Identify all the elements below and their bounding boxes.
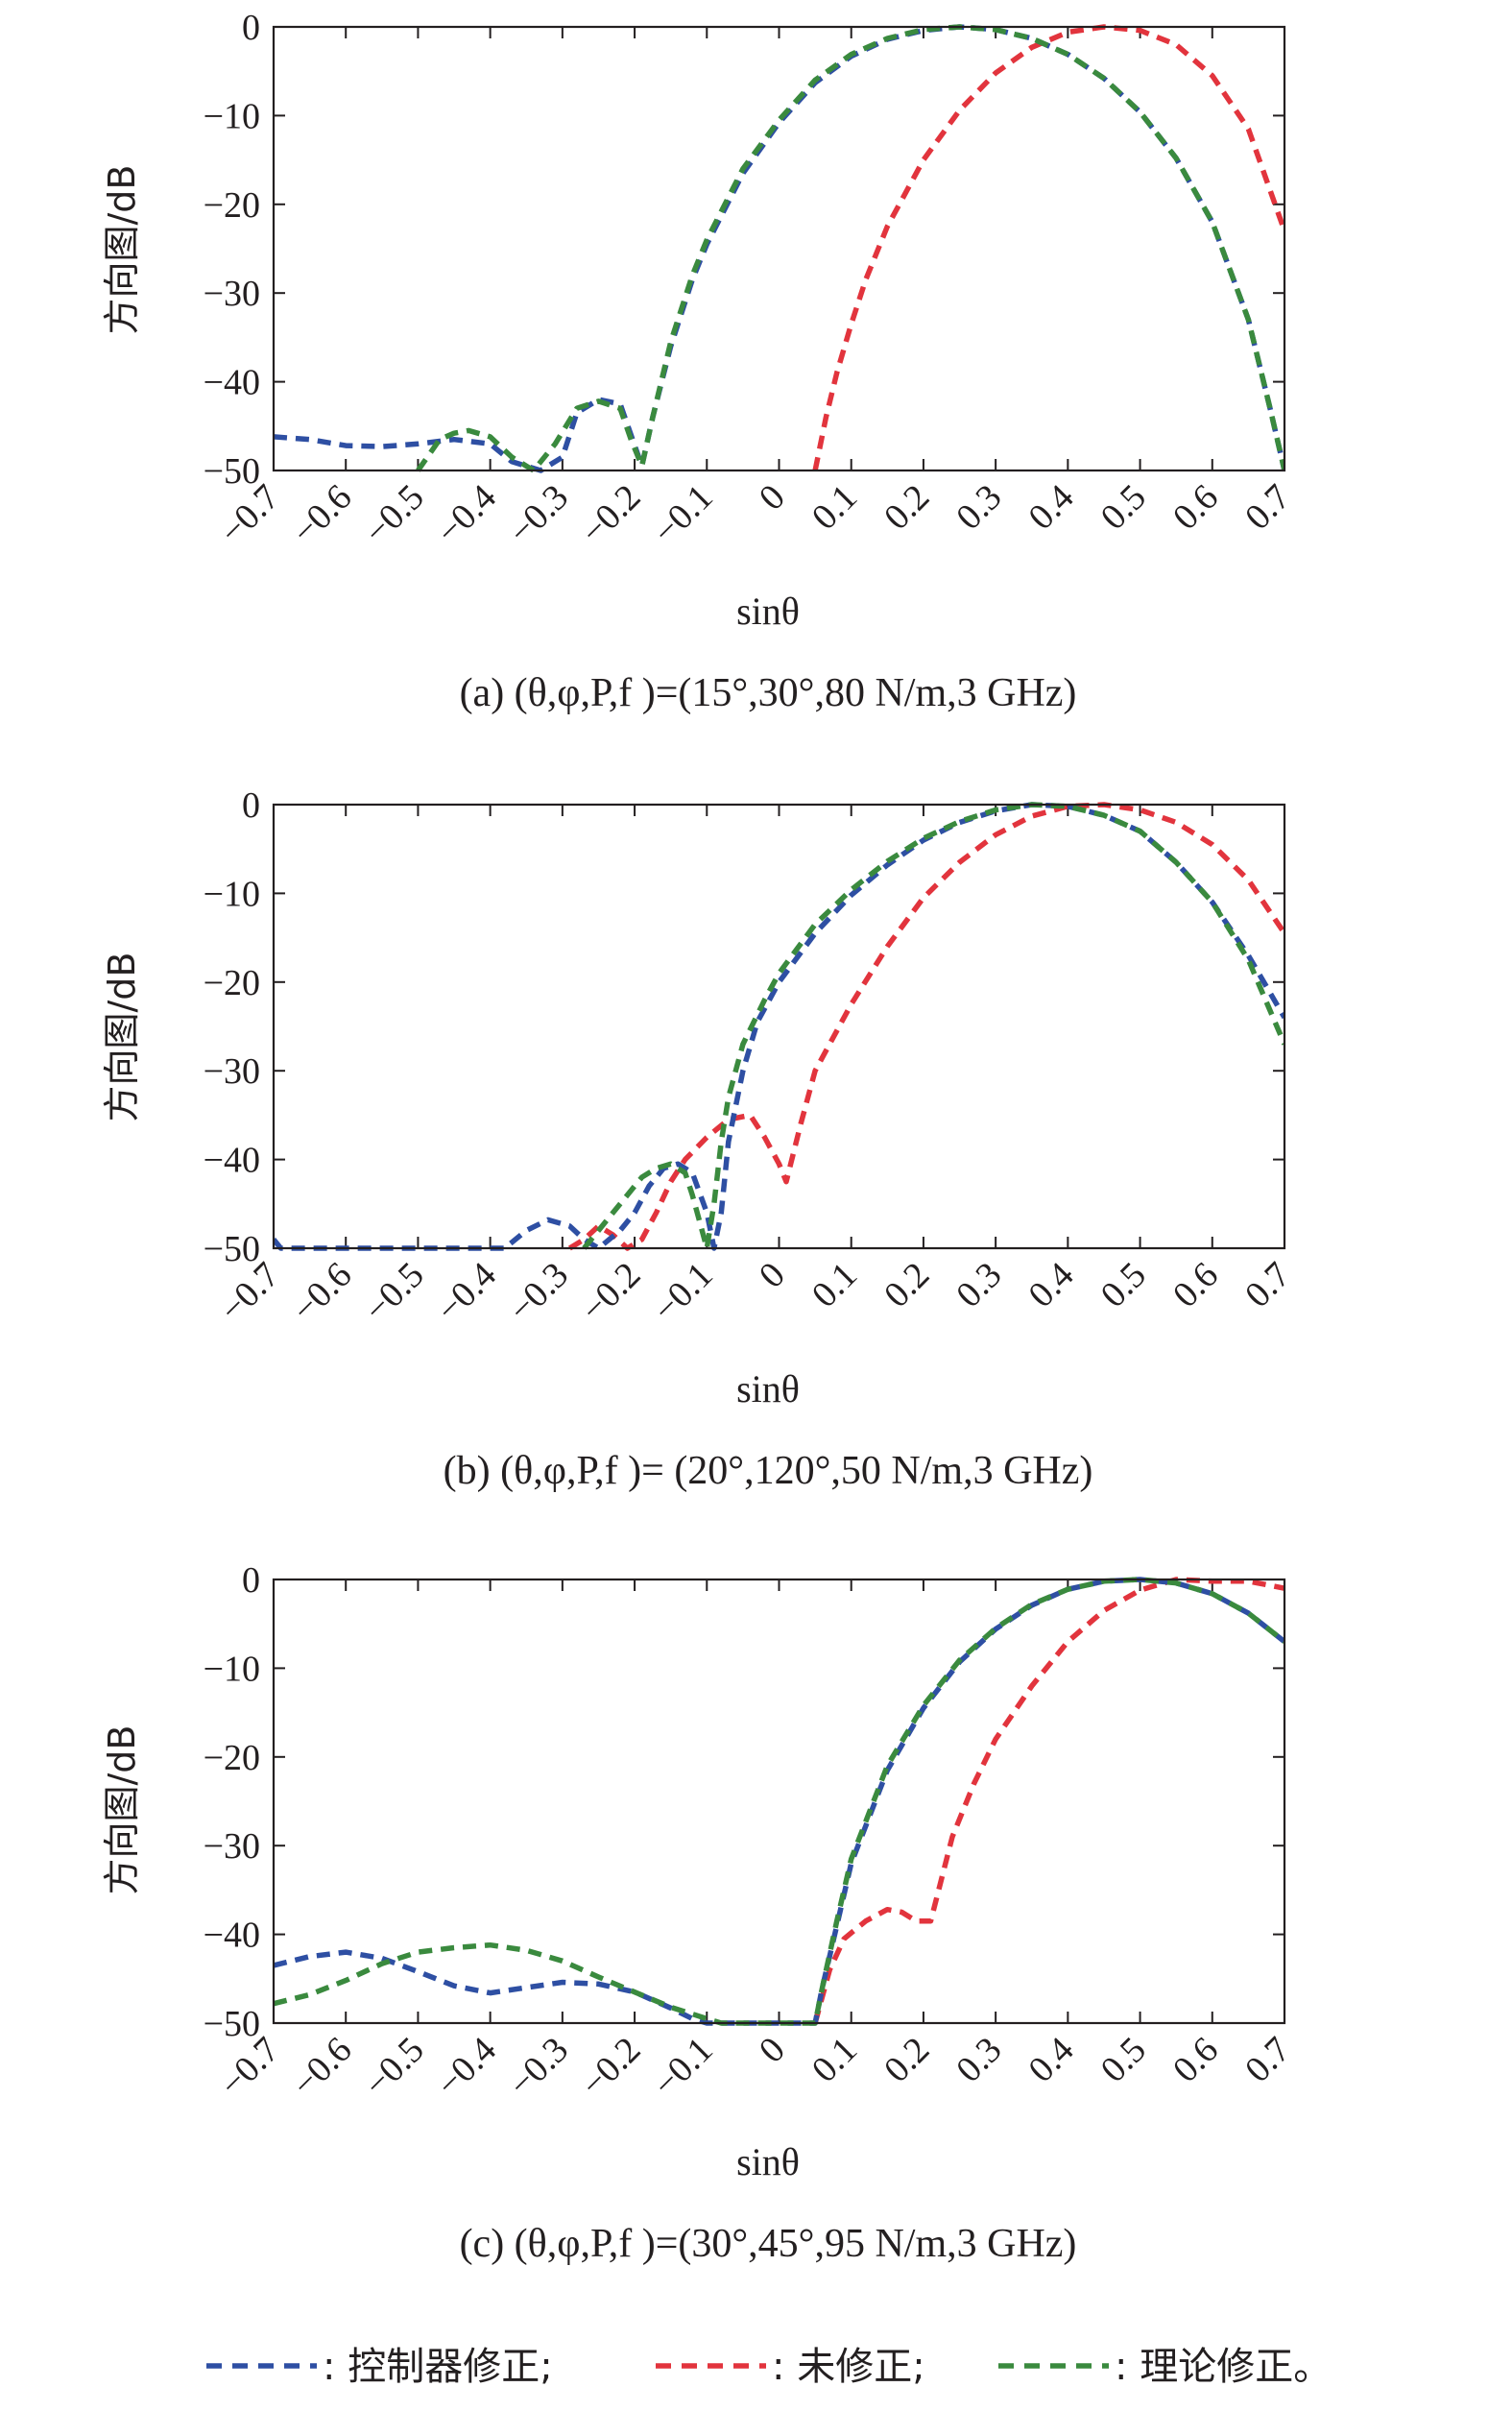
y-tick-label: −50 [204,1229,260,1269]
x-tick-label: −0.4 [429,1255,504,1330]
plot-frame [272,803,1286,1250]
x-tick-label: −0.6 [284,1255,359,1330]
x-axis-label: sinθ [736,1367,800,1410]
x-tick-label: 0.7 [1237,477,1298,538]
curve-theory [582,802,1284,1251]
curve-uncorrected [567,802,1284,1251]
x-tick-label: −0.2 [573,2030,648,2105]
y-axis-label: 方向图/dB [101,165,143,335]
x-tick-label: 0.6 [1165,2030,1226,2090]
legend-label-theory: : 理论修正。 [1115,2345,1332,2389]
x-axis-label: sinθ [736,590,800,633]
x-tick-label: 0 [752,477,793,518]
x-tick-label: 0.5 [1093,1255,1154,1315]
y-tick-label: 0 [242,1560,260,1601]
x-tick-label: 0.1 [804,1255,865,1315]
y-tick-label: −50 [204,2004,260,2044]
curve-uncorrected [812,24,1284,471]
x-tick-label: 0.4 [1020,477,1081,538]
x-tick-label: −0.2 [573,477,648,552]
x-tick-label: 0.4 [1020,1255,1081,1315]
y-axis-label: 方向图/dB [101,1725,143,1895]
x-tick-label: 0.3 [948,1255,1009,1315]
y-tick-label: −40 [204,1916,260,1956]
x-tick-label: −0.1 [645,1255,720,1330]
x-tick-label: −0.2 [573,1255,648,1330]
x-tick-label: −0.6 [284,2030,359,2105]
panel-c: 0−10−20−30−40−50−0.7−0.6−0.5−0.4−0.3−0.2… [101,1560,1298,2266]
y-tick-label: −50 [204,451,260,492]
x-tick-label: −0.1 [645,477,720,552]
y-tick-label: −40 [204,363,260,403]
curve-controller [274,1577,1284,2026]
y-tick-label: −10 [204,96,260,136]
y-tick-label: −40 [204,1141,260,1181]
x-tick-label: −0.4 [429,2030,504,2105]
x-tick-label: 0.1 [804,2030,865,2090]
y-tick-label: −20 [204,963,260,1003]
curve-theory [274,1577,1284,2026]
y-tick-label: 0 [242,8,260,48]
x-tick-label: 0.7 [1237,2030,1298,2090]
panel-b: 0−10−20−30−40−50−0.7−0.6−0.5−0.4−0.3−0.2… [101,785,1298,1493]
y-tick-label: −10 [204,1649,260,1689]
x-tick-label: 0.3 [948,477,1009,538]
x-tick-label: 0.1 [804,477,865,538]
x-tick-label: 0.6 [1165,1255,1226,1315]
panel-caption: (b) (θ,φ,P,f )= (20°,120°,50 N/m,3 GHz) [444,1449,1093,1493]
panel-caption: (c) (θ,φ,P,f )=(30°,45°,95 N/m,3 GHz) [460,2222,1077,2266]
x-tick-label: 0.5 [1093,2030,1154,2090]
panel-a: 0−10−20−30−40−50−0.7−0.6−0.5−0.4−0.3−0.2… [101,8,1298,715]
x-tick-label: 0.3 [948,2030,1009,2090]
x-tick-label: 0.5 [1093,477,1154,538]
x-tick-label: −0.5 [356,1255,431,1330]
x-axis-label: sinθ [736,2140,800,2183]
plot-frame [272,1578,1286,2025]
x-tick-label: 0 [752,1255,793,1296]
x-tick-label: 0.6 [1165,477,1226,538]
x-tick-label: −0.3 [501,2030,576,2105]
legend-label-uncorrected: : 未修正; [772,2345,925,2389]
x-tick-label: −0.5 [356,2030,431,2105]
panel-caption: (a) (θ,φ,P,f )=(15°,30°,80 N/m,3 GHz) [460,671,1077,715]
x-tick-label: 0.2 [876,1255,937,1315]
curve-controller [274,24,1284,473]
y-tick-label: −20 [204,1738,260,1778]
y-tick-label: 0 [242,785,260,826]
curve-controller [274,802,1284,1251]
x-tick-label: −0.3 [501,477,576,552]
y-tick-label: −20 [204,185,260,226]
plot-frame [272,25,1286,472]
x-tick-label: 0.7 [1237,1255,1298,1315]
x-tick-label: 0 [752,2030,793,2071]
y-axis-label: 方向图/dB [101,952,143,1122]
legend: : 控制器修正; : 未修正; : 理论修正。 [206,2345,1332,2389]
x-tick-label: −0.5 [356,477,431,552]
legend-label-controller: : 控制器修正; [323,2345,553,2389]
x-tick-label: 0.2 [876,2030,937,2090]
y-tick-label: −30 [204,1051,260,1092]
x-tick-label: −0.3 [501,1255,576,1330]
x-tick-label: −0.4 [429,477,504,552]
y-tick-label: −10 [204,874,260,914]
y-tick-label: −30 [204,1826,260,1867]
x-tick-label: 0.4 [1020,2030,1081,2090]
x-tick-label: 0.2 [876,477,937,538]
curve-theory [416,24,1284,473]
x-tick-label: −0.6 [284,477,359,552]
y-tick-label: −30 [204,274,260,314]
x-tick-label: −0.1 [645,2030,720,2105]
curve-uncorrected [812,1577,1284,2024]
